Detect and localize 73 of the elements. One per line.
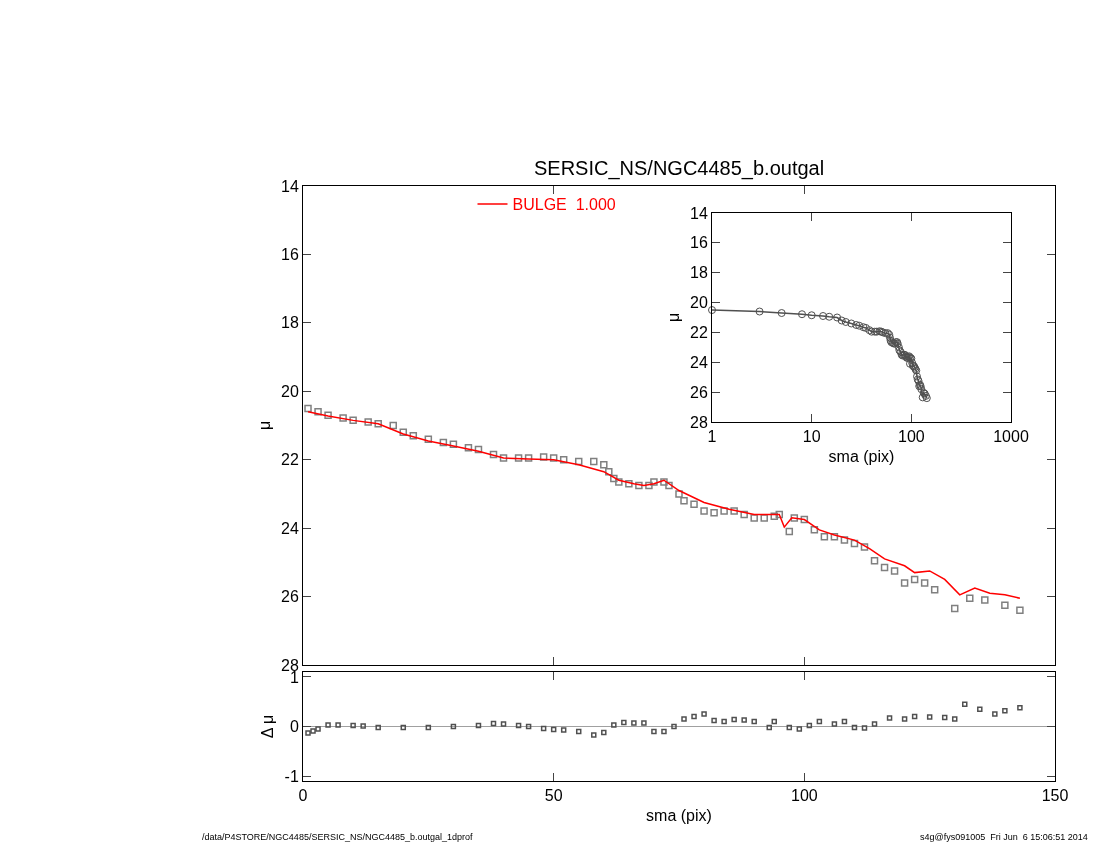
point [671, 723, 677, 730]
point [641, 720, 647, 726]
y-tick-label: 26 [690, 383, 708, 401]
x-axis-title: sma (pix) [828, 447, 895, 465]
point [926, 714, 933, 720]
point [591, 732, 597, 738]
x-tick-label: 1000 [993, 428, 1029, 446]
y-tick-label: 22 [281, 451, 299, 469]
text: s4g@fys091005 Fri Jun 6 15:06:51 2014 [920, 832, 1088, 842]
point [711, 717, 717, 724]
y-tick-label: 24 [281, 519, 299, 537]
point [1017, 704, 1023, 711]
point [886, 715, 893, 721]
point [611, 722, 617, 728]
y-tick-label: 16 [690, 234, 708, 252]
point [691, 713, 697, 720]
point [621, 719, 627, 726]
x-tick-label: 100 [897, 428, 925, 446]
y-tick-label: -1 [284, 767, 299, 785]
y-tick-label: 28 [690, 413, 708, 431]
point [861, 725, 868, 731]
point [560, 727, 567, 733]
x-tick-label: 150 [1041, 787, 1069, 805]
point [831, 721, 838, 727]
point [335, 722, 341, 728]
point [766, 724, 772, 731]
point [992, 711, 998, 717]
point [360, 723, 366, 729]
point [681, 716, 687, 722]
y-tick-label: 0 [289, 718, 299, 736]
x-tick-label: 100 [790, 787, 818, 805]
point [350, 722, 356, 729]
y-tick-label: 14 [690, 204, 708, 222]
point [741, 717, 747, 723]
y-tick-label: 16 [281, 246, 299, 264]
y-tick-label: 18 [690, 264, 708, 282]
point [701, 711, 707, 717]
y-tick-label: 22 [690, 324, 708, 342]
chart-title: SERSIC_NS/NGC4485_b.outgal [534, 157, 825, 180]
point [751, 718, 757, 725]
point [796, 726, 803, 732]
point [977, 706, 983, 712]
x-tick-label: 10 [802, 428, 821, 446]
point [631, 720, 637, 726]
point [661, 728, 667, 735]
point [500, 721, 507, 727]
x-tick-label: 50 [544, 787, 563, 805]
point [315, 726, 321, 732]
y-tick-label: 14 [281, 177, 299, 195]
point [601, 729, 607, 736]
point [731, 716, 737, 723]
point [1002, 707, 1008, 714]
y-tick-label: 24 [690, 353, 708, 371]
y-axis-title: μ [255, 420, 273, 431]
point [951, 716, 958, 722]
point [325, 722, 331, 728]
y-axis-title: μ [664, 312, 682, 323]
point [901, 716, 908, 722]
y-tick-label: 26 [281, 588, 299, 606]
y-tick-label: 20 [281, 382, 299, 400]
y-tick-label: 18 [281, 314, 299, 332]
y-axis-title: Δ μ [259, 714, 277, 739]
x-axis-title: sma (pix) [646, 806, 712, 824]
point [310, 728, 316, 734]
point [651, 728, 657, 735]
point [962, 701, 968, 707]
point [721, 718, 727, 725]
point [305, 730, 311, 736]
legend-label: BULGE 1.000 [512, 196, 616, 214]
point [375, 724, 381, 731]
point [871, 721, 878, 727]
text: /data/P4STORE/NGC4485/SERSIC_NS/NGC4485_b.outgal_1dprof [202, 832, 473, 842]
y-tick-label: 20 [690, 294, 708, 312]
